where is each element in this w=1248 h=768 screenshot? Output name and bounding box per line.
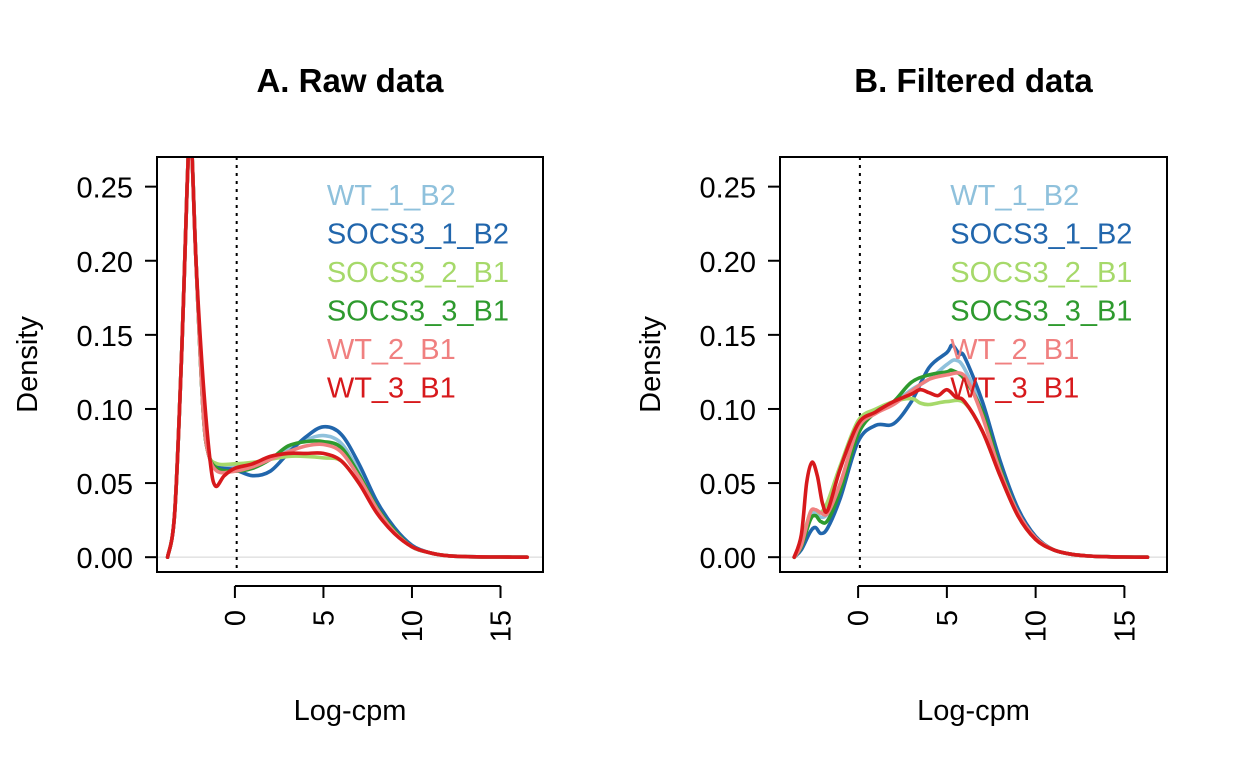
y-axis-label: Density (635, 316, 667, 413)
y-tick-label: 0.20 (700, 247, 756, 279)
legend-label-socs3-1-b2: SOCS3_1_B2 (327, 219, 509, 251)
plot-frame (779, 156, 1168, 573)
y-tick-label: 0.05 (700, 469, 756, 501)
y-tick-label: 0.05 (77, 469, 133, 501)
x-tick-label: 0 (843, 610, 875, 626)
legend-label-wt-2-b1: WT_2_B1 (950, 334, 1079, 366)
x-tick-label: 10 (397, 610, 429, 642)
series-line-wt-3-b1 (165, 157, 529, 559)
x-tick-label: 5 (308, 610, 340, 626)
x-axis-label: Log-cpm (917, 695, 1030, 727)
legend-label-wt-1-b2: WT_1_B2 (950, 180, 1079, 212)
x-axis-label: Log-cpm (294, 695, 407, 727)
legend-label-socs3-3-b1: SOCS3_3_B1 (327, 296, 509, 328)
chart-title: B. Filtered data (854, 62, 1093, 99)
legend-label-socs3-3-b1: SOCS3_3_B1 (950, 296, 1132, 328)
y-tick-label: 0.15 (700, 321, 756, 353)
series-group (792, 343, 1150, 559)
legend-label-wt-1-b2: WT_1_B2 (327, 180, 456, 212)
x-tick-label: 0 (220, 610, 252, 626)
chart-title: A. Raw data (256, 62, 444, 99)
x-tick-label: 10 (1021, 610, 1053, 642)
y-tick-label: 0.15 (77, 321, 133, 353)
series-line-wt-3-b1 (792, 387, 1150, 559)
y-tick-label: 0.10 (77, 395, 133, 427)
legend-label-socs3-2-b1: SOCS3_2_B1 (950, 257, 1132, 289)
panel-raw-data: A. Raw data 0.00 0.05 0.10 0.15 0.20 0.25 Densi… (12, 62, 544, 727)
legend-label-socs3-1-b2: SOCS3_1_B2 (950, 219, 1132, 251)
y-tick-label: 0.25 (700, 173, 756, 205)
legend-label-socs3-2-b1: SOCS3_2_B1 (327, 257, 509, 289)
y-axis-label: Density (12, 316, 44, 413)
legend-label-wt-2-b1: WT_2_B1 (327, 334, 456, 366)
x-tick-label: 15 (486, 610, 518, 642)
plot-frame (156, 156, 544, 573)
legend-label-wt-3-b1: WT_3_B1 (950, 373, 1079, 405)
series-group (165, 157, 529, 559)
legend-label-wt-3-b1: WT_3_B1 (327, 373, 456, 405)
y-tick-label: 0.00 (77, 543, 133, 575)
y-tick-label: 0.00 (700, 543, 756, 575)
y-tick-label: 0.20 (77, 247, 133, 279)
y-tick-label: 0.25 (77, 173, 133, 205)
panel-filtered-data: B. Filtered data 0.00 0.05 0.10 0.15 0.20 0.25… (635, 62, 1168, 727)
x-tick-label: 15 (1109, 610, 1141, 642)
y-tick-label: 0.10 (700, 395, 756, 427)
x-tick-label: 5 (932, 610, 964, 626)
